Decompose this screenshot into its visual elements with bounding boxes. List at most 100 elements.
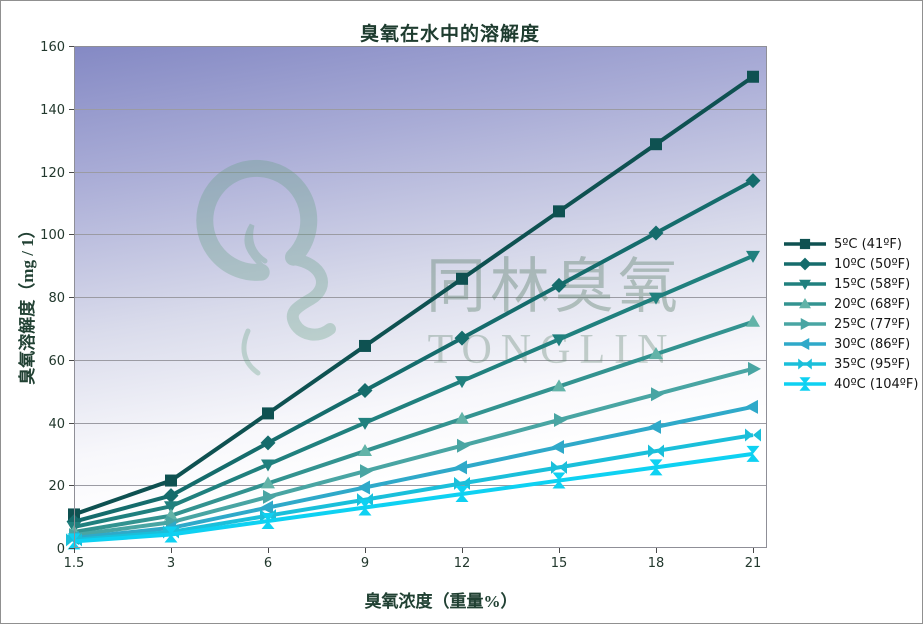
legend-item: 10ºC (50ºF) [783, 254, 918, 274]
chart-title: 臭氧在水中的溶解度 [359, 24, 540, 45]
x-tick-label: 9 [361, 556, 369, 571]
legend-label: 40ºC (104ºF) [834, 376, 919, 392]
series-line [73, 366, 754, 538]
data-point-marker [648, 225, 664, 241]
legend-label: 20ºC (68ºF) [834, 296, 911, 312]
legend-marker [784, 358, 826, 370]
legend-label: 10ºC (50ºF) [834, 256, 911, 272]
data-point-marker [457, 438, 470, 453]
x-tick-label: 18 [648, 556, 665, 571]
legend-item: 20ºC (68ºF) [783, 294, 918, 314]
x-tick-label: 21 [745, 556, 762, 571]
y-tick-label: 80 [48, 291, 65, 306]
series-5ºC (41ºF) [68, 70, 759, 521]
data-point-marker [650, 138, 662, 151]
data-point-marker [164, 501, 178, 514]
data-point-marker [798, 358, 812, 370]
data-point-marker [551, 460, 567, 474]
data-point-marker [456, 272, 468, 285]
data-point-marker [651, 387, 664, 402]
tonglin-logo-watermark [196, 159, 336, 376]
data-point-marker [358, 417, 372, 430]
data-point-marker [455, 486, 469, 503]
data-point-marker [260, 435, 276, 451]
x-axis-title: 臭氧浓度（重量%） [364, 592, 518, 611]
y-tick-label: 140 [40, 103, 65, 118]
y-tick-label: 100 [40, 228, 65, 243]
data-point-marker [260, 500, 273, 515]
data-point-marker [745, 173, 761, 189]
data-point-marker [163, 488, 179, 504]
y-tick-label: 40 [48, 417, 65, 432]
data-point-marker [799, 298, 811, 309]
data-point-marker [263, 489, 276, 504]
x-tick-label: 3 [167, 556, 175, 571]
data-point-marker [552, 334, 566, 347]
legend: 5ºC (41ºF) 10ºC (50ºF) 15ºC (58ºF) 20ºC (68… [783, 234, 918, 394]
data-point-marker [799, 377, 811, 391]
data-point-marker [358, 444, 372, 457]
legend-marker [784, 257, 826, 271]
data-point-marker [799, 279, 811, 290]
data-point-marker [649, 347, 663, 360]
x-tick-label: 15 [551, 556, 568, 571]
legend-marker [784, 279, 826, 290]
series-layer [66, 70, 761, 550]
y-tick-label: 120 [40, 166, 65, 181]
legend-item: 30ºC (86ºF) [783, 334, 918, 354]
data-point-marker [261, 513, 275, 530]
legend-item: 5ºC (41ºF) [783, 234, 918, 254]
series-line [73, 319, 754, 534]
data-point-marker [165, 474, 177, 487]
data-point-marker [357, 480, 370, 495]
data-point-marker [649, 292, 663, 305]
data-point-marker [798, 338, 810, 350]
data-point-marker [746, 445, 760, 462]
series-line [73, 451, 754, 544]
data-point-marker [648, 419, 661, 434]
series-line [73, 404, 754, 540]
series-line [73, 433, 754, 542]
legend-item: 35ºC (95ºF) [783, 354, 918, 374]
data-point-marker [261, 459, 275, 472]
legend-item: 40ºC (104ºF) [783, 374, 918, 394]
data-point-marker [455, 376, 469, 389]
series-20ºC (68ºF) [67, 314, 760, 537]
data-point-marker [554, 412, 567, 427]
legend-label: 5ºC (41ºF) [834, 236, 902, 252]
data-point-marker [648, 444, 664, 458]
legend-marker [784, 238, 826, 250]
y-axis-title: 臭氧溶解度（mg / 1） [18, 221, 37, 385]
series-10ºC (50ºF) [66, 173, 761, 530]
data-point-marker [552, 472, 566, 489]
x-tick-label: 12 [454, 556, 471, 571]
data-point-marker [649, 459, 663, 476]
legend-label: 35ºC (95ºF) [834, 356, 911, 372]
data-point-marker [748, 361, 761, 376]
legend-label: 25ºC (77ºF) [834, 316, 911, 332]
data-point-marker [798, 257, 812, 271]
series-line [73, 254, 754, 529]
axis-tick-labels: 0 20 40 60 80 100 120 140 160 1.5 3 6 9 12 15 18 21 [40, 40, 761, 571]
y-tick-label: 20 [48, 479, 65, 494]
series-line [73, 178, 754, 524]
legend-item: 15ºC (58ºF) [783, 274, 918, 294]
data-point-marker [551, 277, 567, 293]
data-point-marker [799, 238, 811, 250]
series-15ºC (58ºF) [67, 250, 760, 534]
data-point-marker [359, 339, 371, 352]
legend-label: 30ºC (86ºF) [834, 336, 911, 352]
data-point-marker [164, 526, 178, 543]
data-point-marker [553, 205, 565, 218]
legend-marker [784, 298, 826, 309]
x-tick-label: 1.5 [64, 556, 85, 571]
data-point-marker [747, 70, 759, 83]
legend-marker [784, 318, 826, 330]
data-point-marker [746, 314, 760, 327]
data-point-marker [745, 399, 758, 414]
plot-border [74, 46, 767, 548]
y-tick-label: 60 [48, 354, 65, 369]
legend-marker [784, 338, 826, 350]
